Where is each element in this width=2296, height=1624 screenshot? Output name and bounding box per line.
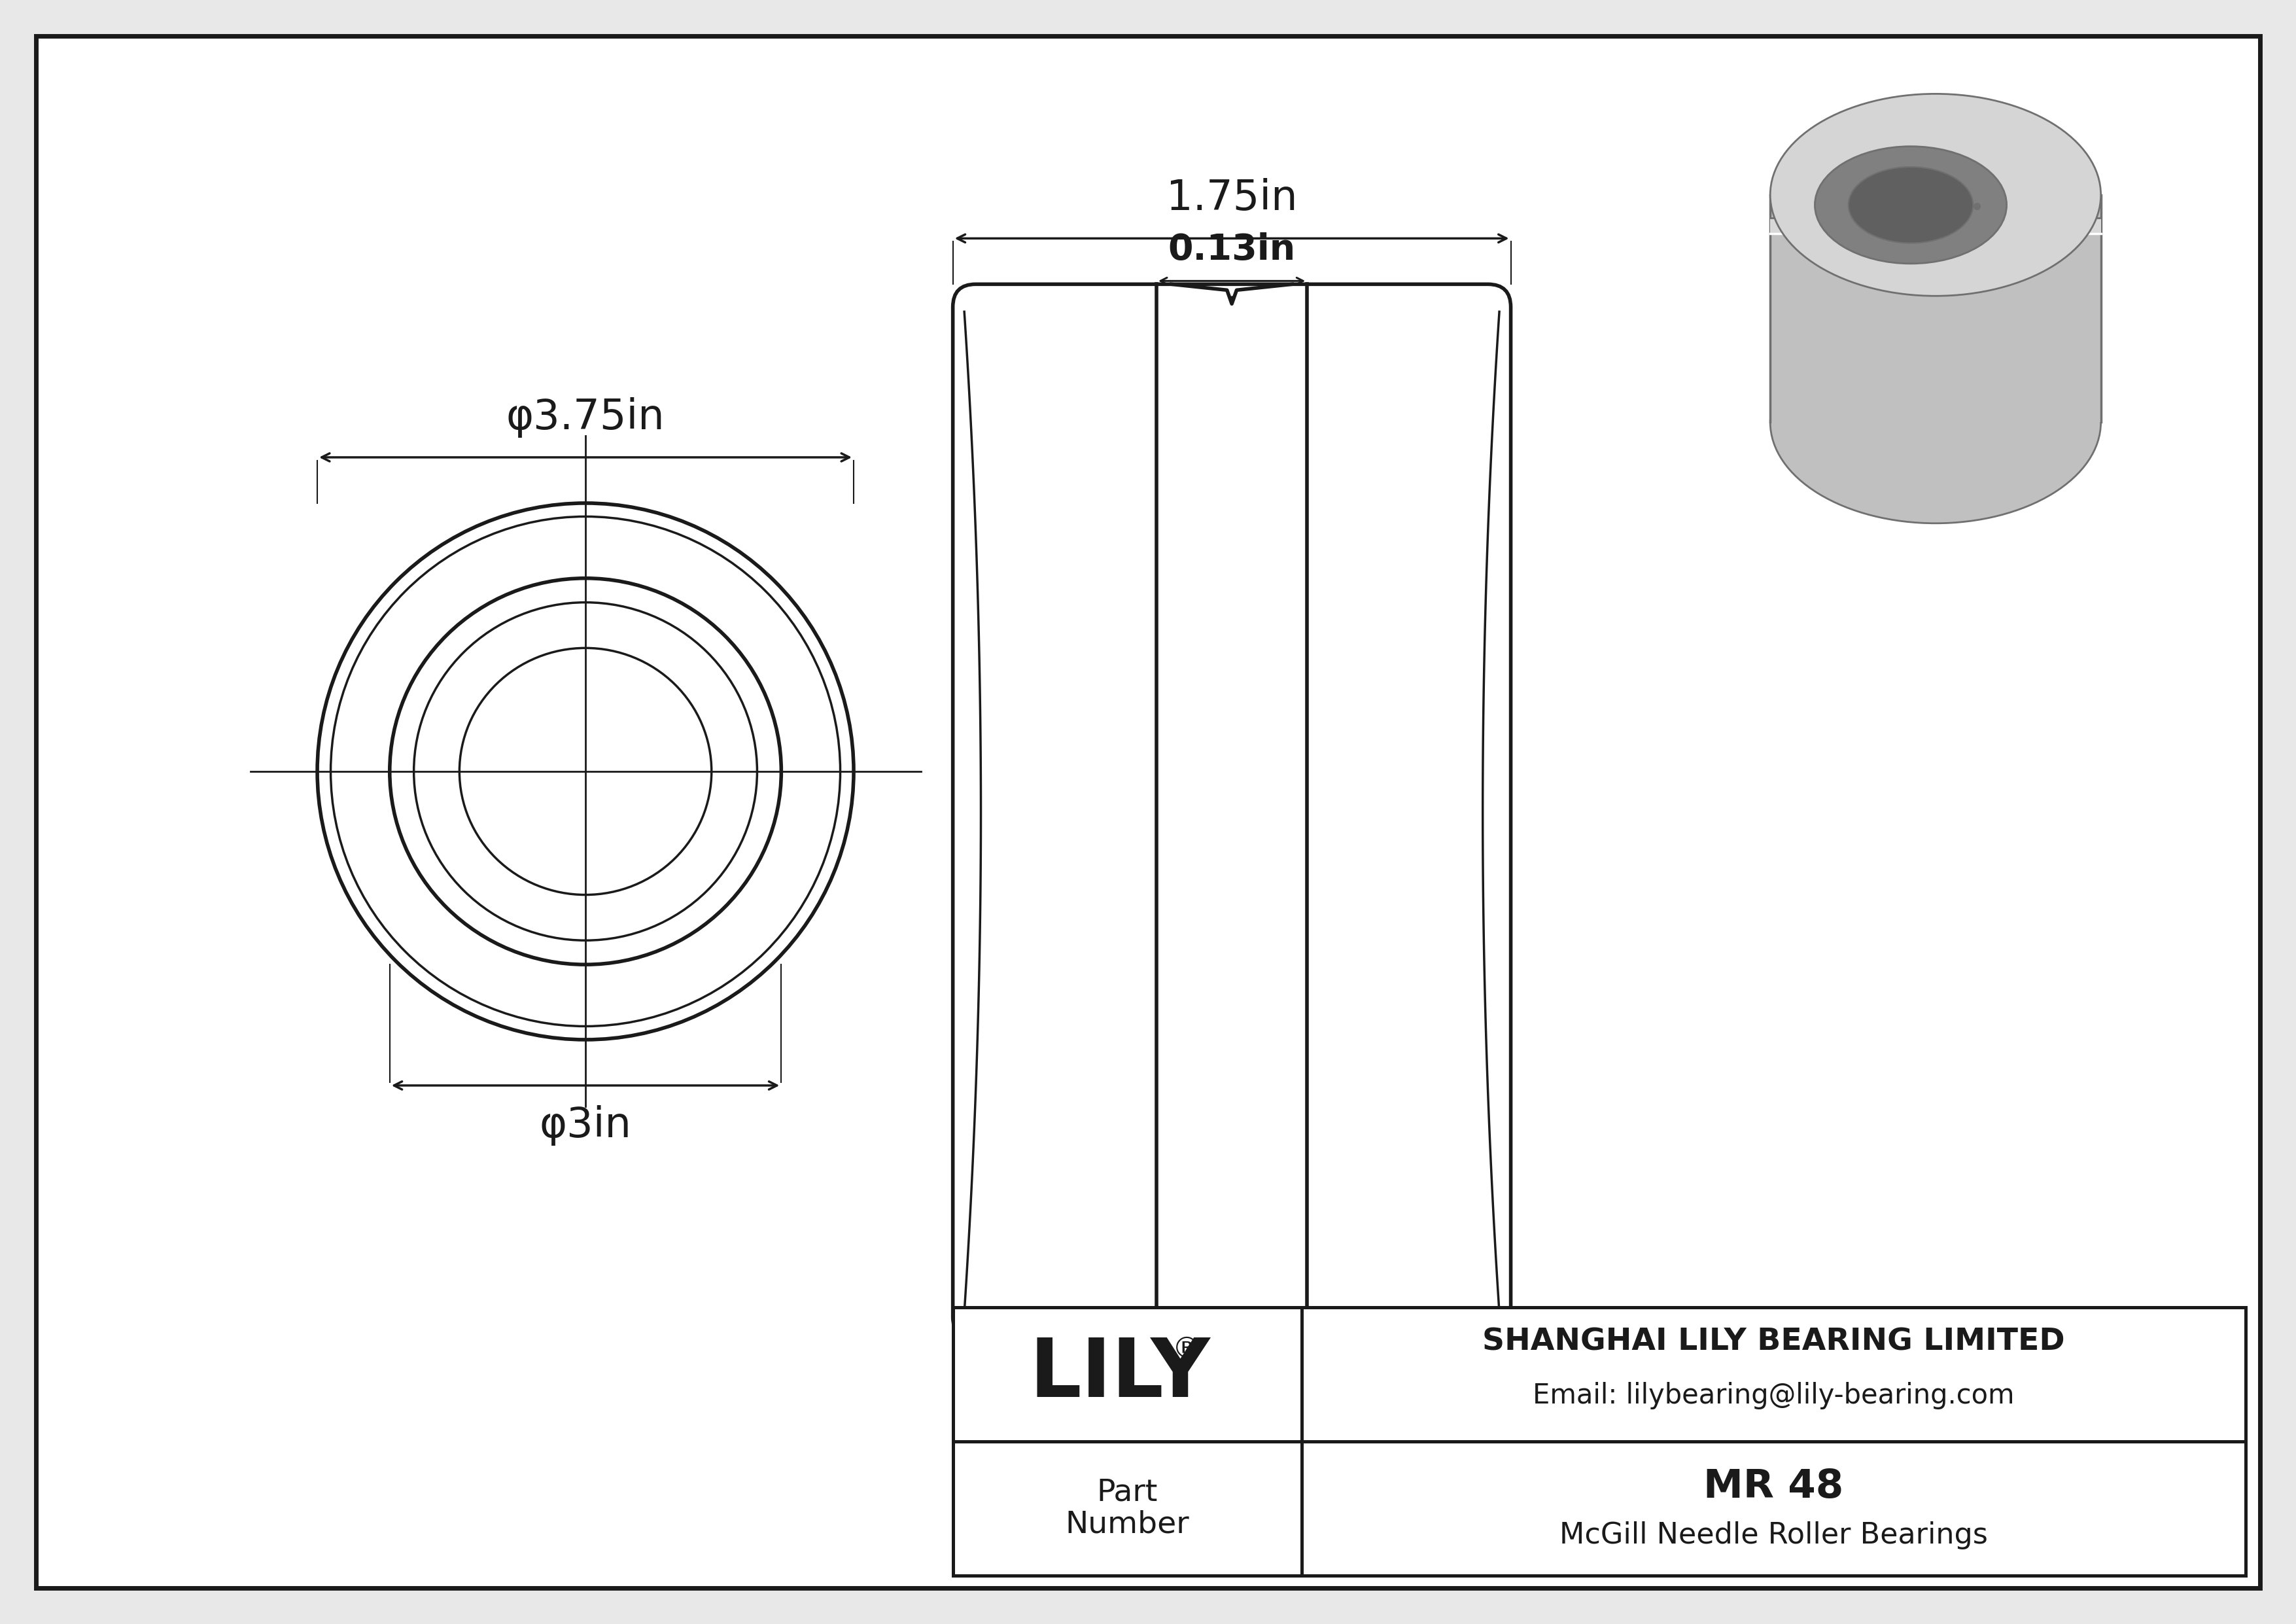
Ellipse shape	[1814, 146, 2007, 263]
Bar	[953, 1307, 2245, 1575]
Text: McGill Needle Roller Bearings: McGill Needle Roller Bearings	[1559, 1522, 1988, 1549]
Text: Email: lilybearing@lily-bearing.com: Email: lilybearing@lily-bearing.com	[1534, 1382, 2014, 1410]
Text: Number: Number	[1065, 1510, 1189, 1540]
Text: MR 48: MR 48	[1704, 1468, 1844, 1505]
Text: 0.13in: 0.13in	[1169, 232, 1295, 268]
Text: φ3.75in: φ3.75in	[505, 398, 666, 438]
Text: 1.75in: 1.75in	[1166, 179, 1297, 219]
Ellipse shape	[413, 603, 758, 940]
Text: φ3in: φ3in	[540, 1104, 631, 1145]
Ellipse shape	[390, 578, 781, 965]
Ellipse shape	[1770, 322, 2101, 523]
Ellipse shape	[459, 648, 712, 895]
FancyBboxPatch shape	[953, 284, 1511, 1340]
Polygon shape	[1770, 218, 2101, 234]
Text: Part: Part	[1097, 1478, 1157, 1507]
Ellipse shape	[331, 516, 840, 1026]
Text: ®: ®	[1171, 1335, 1201, 1364]
Ellipse shape	[1848, 167, 1972, 244]
Text: SHANGHAI LILY BEARING LIMITED: SHANGHAI LILY BEARING LIMITED	[1483, 1327, 2064, 1358]
Text: LILY: LILY	[1029, 1335, 1210, 1415]
Ellipse shape	[1770, 94, 2101, 296]
Ellipse shape	[317, 503, 854, 1039]
Polygon shape	[1770, 195, 2101, 422]
